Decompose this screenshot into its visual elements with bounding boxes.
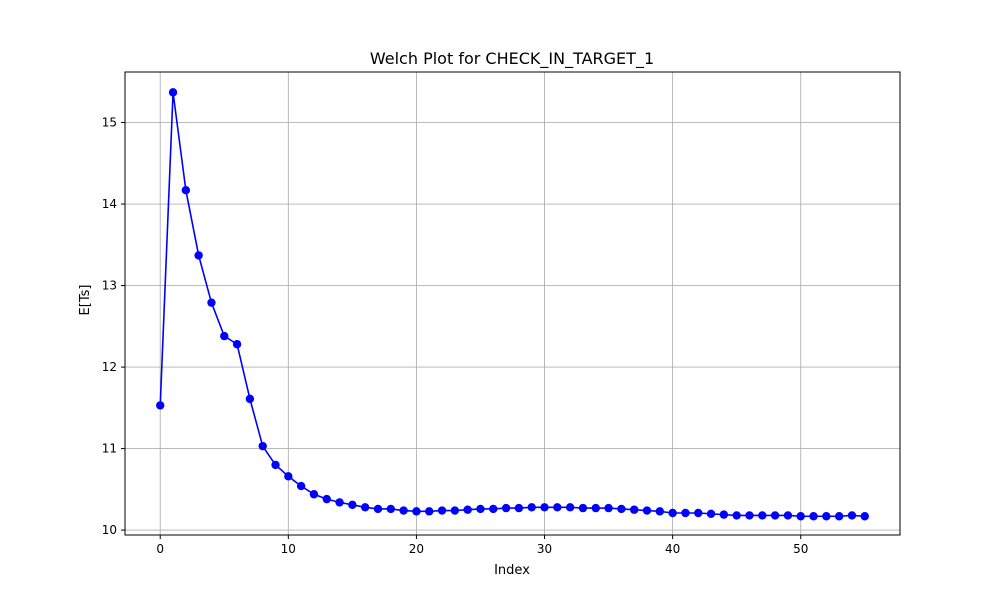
data-point	[309, 490, 319, 499]
data-point	[373, 504, 383, 514]
y-tick-label: 14	[102, 197, 117, 211]
data-point	[642, 506, 652, 515]
data-point	[245, 394, 255, 404]
y-tick-label: 15	[102, 116, 117, 130]
data-point	[168, 88, 178, 97]
data-point	[604, 503, 613, 513]
data-point	[156, 401, 165, 410]
data-point	[271, 460, 280, 470]
data-point	[348, 500, 357, 510]
data-point	[783, 511, 793, 520]
data-point	[322, 494, 331, 504]
data-point	[514, 503, 524, 513]
data-point	[578, 503, 588, 513]
data-point	[296, 481, 306, 491]
grid-lines	[125, 72, 900, 535]
data-point	[412, 507, 421, 516]
y-axis-label: E[Ts]	[78, 285, 93, 316]
data-point	[553, 503, 562, 512]
data-point	[220, 331, 229, 341]
data-point	[181, 185, 191, 195]
data-point	[527, 503, 536, 512]
data-point	[732, 511, 741, 520]
y-tick-label: 11	[102, 442, 117, 456]
data-point	[706, 509, 716, 519]
data-point	[834, 512, 844, 521]
x-tick-label: 0	[156, 542, 164, 556]
data-point	[847, 511, 857, 520]
x-tick-label: 50	[793, 542, 808, 556]
plot-area-frame	[124, 71, 901, 536]
data-point	[425, 507, 434, 516]
data-point	[655, 507, 665, 516]
data-point	[745, 511, 754, 520]
data-point	[591, 503, 600, 513]
data-point	[284, 472, 293, 481]
data-point	[207, 298, 216, 307]
x-tick-label: 10	[281, 542, 296, 556]
data-point	[770, 511, 780, 520]
y-tick-label: 10	[102, 523, 117, 537]
data-point	[194, 251, 203, 260]
data-point	[681, 508, 690, 518]
data-point	[860, 512, 869, 521]
data-point	[796, 512, 805, 521]
data-point	[758, 511, 767, 520]
y-tick-label: 12	[102, 360, 117, 374]
axis-ticks: 0 10 20 30 40 50 10 11 12 13 14 15	[102, 116, 809, 556]
data-point	[399, 506, 408, 515]
data-point	[565, 503, 575, 512]
data-point	[386, 504, 396, 514]
data-point	[258, 441, 267, 451]
data-point	[629, 505, 639, 514]
data-point	[437, 506, 447, 515]
chart-title: Welch Plot for CHECK_IN_TARGET_1	[370, 49, 654, 69]
data-point	[822, 512, 831, 521]
data-point	[540, 503, 549, 512]
data-point	[719, 510, 729, 519]
data-point	[232, 340, 242, 349]
data-point	[668, 508, 677, 518]
data-point	[489, 504, 498, 514]
data-point	[501, 503, 511, 513]
data-point	[809, 512, 818, 521]
data-point	[617, 504, 626, 514]
data-point	[694, 508, 703, 518]
data-point	[335, 498, 344, 507]
x-tick-label: 20	[409, 542, 424, 556]
data-point	[450, 506, 460, 515]
x-axis-label: Index	[494, 563, 530, 578]
data-point	[360, 503, 370, 512]
data-series	[156, 88, 869, 521]
data-point	[463, 505, 472, 514]
x-tick-label: 30	[537, 542, 552, 556]
data-point	[476, 504, 485, 514]
x-tick-label: 40	[665, 542, 680, 556]
y-tick-label: 13	[102, 279, 117, 293]
